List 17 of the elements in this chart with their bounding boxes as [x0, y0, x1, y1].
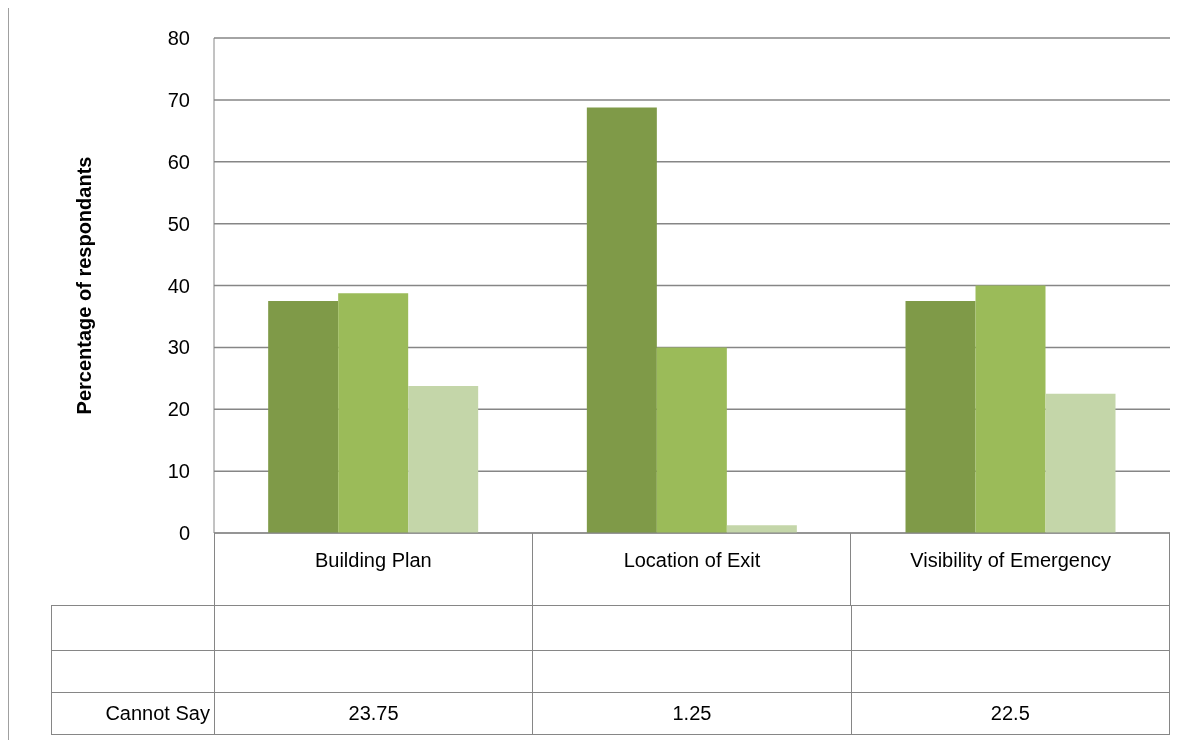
data-label: 23.75	[214, 692, 533, 735]
y-tick-label: 20	[167, 398, 190, 421]
x-tick-label: Location of Exit	[623, 549, 761, 572]
text: Cannot Say	[51, 692, 215, 735]
x-tick-label: Visibility of Emergency	[910, 549, 1112, 572]
y-tick-label: 40	[167, 274, 190, 297]
y-axis-title: Percentage of respondants	[73, 156, 96, 415]
data-label: 1.25	[532, 692, 852, 735]
y-tick-label: 80	[167, 27, 190, 50]
data-label: 22.5	[851, 692, 1170, 735]
y-tick-label: 10	[167, 460, 190, 483]
y-tick-label: 30	[167, 336, 190, 359]
y-tick-label: 0	[178, 522, 190, 545]
y-tick-label: 60	[167, 150, 190, 173]
y-tick-label: 70	[167, 88, 190, 111]
y-tick-label: 50	[167, 212, 190, 235]
x-tick-label: Building Plan	[314, 549, 432, 572]
